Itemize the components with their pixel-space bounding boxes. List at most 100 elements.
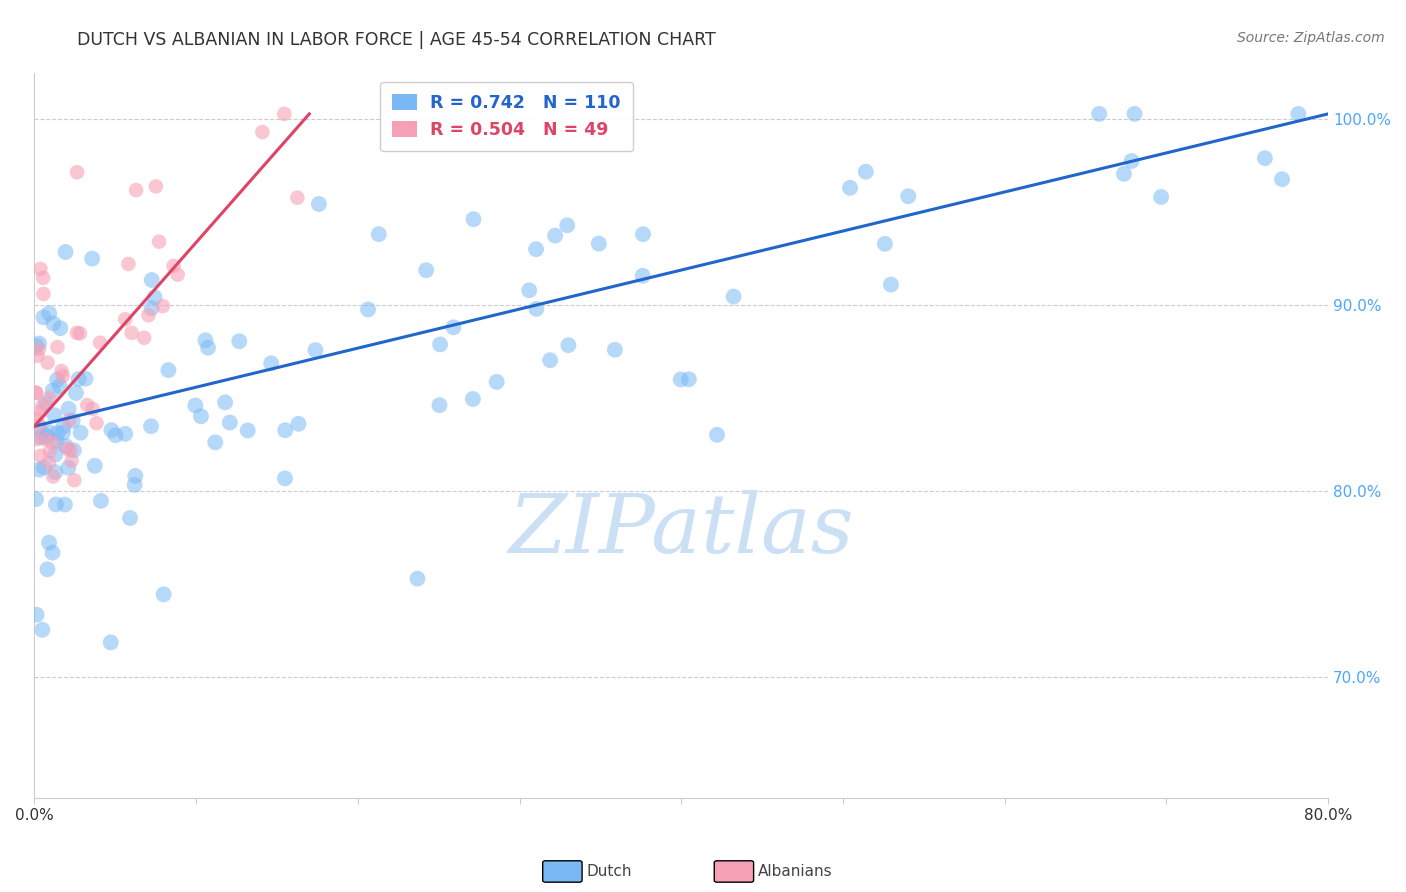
Dutch [143, 290, 166, 304]
Dutch [75, 372, 97, 386]
Dutch [49, 321, 72, 335]
Dutch [197, 341, 219, 355]
Text: Source: ZipAtlas.com: Source: ZipAtlas.com [1237, 31, 1385, 45]
Albanians [121, 326, 143, 340]
Dutch [124, 478, 146, 492]
Dutch [631, 268, 654, 283]
Dutch [157, 363, 180, 377]
Dutch [1254, 151, 1277, 165]
Dutch [141, 301, 163, 315]
Dutch [669, 372, 692, 386]
Albanians [27, 349, 49, 363]
Dutch [357, 302, 380, 317]
Albanians [41, 435, 63, 450]
Dutch [52, 425, 75, 440]
Dutch [1271, 172, 1294, 186]
Dutch [32, 460, 55, 475]
Albanians [60, 454, 83, 468]
Albanians [82, 401, 104, 416]
Albanians [63, 473, 86, 487]
Dutch [63, 443, 86, 458]
Dutch [83, 458, 105, 473]
Dutch [44, 465, 66, 479]
Dutch [100, 635, 122, 649]
Albanians [56, 442, 79, 456]
Dutch [723, 289, 745, 303]
Dutch [274, 423, 297, 437]
Dutch [25, 607, 48, 622]
Dutch [48, 379, 70, 393]
Text: DUTCH VS ALBANIAN IN LABOR FORCE | AGE 45-54 CORRELATION CHART: DUTCH VS ALBANIAN IN LABOR FORCE | AGE 4… [77, 31, 716, 49]
Dutch [706, 427, 728, 442]
Albanians [32, 270, 55, 285]
Albanians [28, 342, 51, 356]
Dutch [1150, 190, 1173, 204]
Albanians [273, 107, 295, 121]
Albanians [145, 179, 167, 194]
Dutch [544, 228, 567, 243]
Dutch [69, 425, 91, 440]
Albanians [31, 399, 53, 413]
Dutch [46, 373, 69, 387]
Dutch [588, 236, 610, 251]
Dutch [304, 343, 326, 357]
Albanians [25, 411, 48, 425]
Dutch [35, 396, 58, 410]
Dutch [678, 372, 700, 386]
Dutch [152, 587, 174, 601]
Dutch [35, 429, 58, 443]
Albanians [28, 417, 51, 432]
Dutch [228, 334, 250, 349]
Albanians [38, 444, 60, 458]
Albanians [30, 404, 52, 418]
Albanians [38, 391, 60, 405]
Dutch [429, 337, 451, 351]
Albanians [32, 287, 55, 301]
Dutch [32, 310, 55, 325]
Text: Albanians: Albanians [758, 864, 832, 879]
Dutch [124, 469, 146, 483]
Dutch [139, 419, 162, 434]
Albanians [51, 364, 73, 378]
Dutch [538, 353, 561, 368]
Dutch [53, 498, 76, 512]
Dutch [1121, 153, 1143, 168]
Dutch [44, 408, 66, 422]
Albanians [76, 398, 98, 412]
Dutch [260, 356, 283, 370]
Text: ZIPatlas: ZIPatlas [509, 490, 853, 570]
Dutch [55, 439, 77, 453]
Albanians [148, 235, 170, 249]
Albanians [38, 456, 60, 470]
Dutch [214, 395, 236, 409]
Dutch [855, 165, 877, 179]
Dutch [45, 434, 67, 448]
Albanians [89, 335, 111, 350]
Albanians [25, 433, 48, 447]
Albanians [287, 191, 309, 205]
Dutch [236, 424, 259, 438]
Dutch [443, 320, 465, 334]
Dutch [524, 242, 547, 256]
Dutch [41, 384, 63, 398]
Dutch [67, 372, 90, 386]
Dutch [555, 219, 578, 233]
Dutch [25, 491, 48, 506]
Dutch [141, 273, 163, 287]
Dutch [218, 416, 240, 430]
Albanians [30, 449, 52, 463]
Dutch [55, 244, 77, 259]
Albanians [30, 261, 52, 276]
Albanians [125, 183, 148, 197]
Dutch [114, 426, 136, 441]
Dutch [44, 448, 66, 462]
Dutch [485, 375, 508, 389]
Albanians [132, 331, 155, 345]
Dutch [37, 562, 59, 576]
Albanians [138, 308, 160, 322]
Dutch [873, 236, 896, 251]
Dutch [880, 277, 903, 292]
Dutch [25, 339, 48, 353]
Dutch [28, 463, 51, 477]
Dutch [104, 428, 127, 442]
